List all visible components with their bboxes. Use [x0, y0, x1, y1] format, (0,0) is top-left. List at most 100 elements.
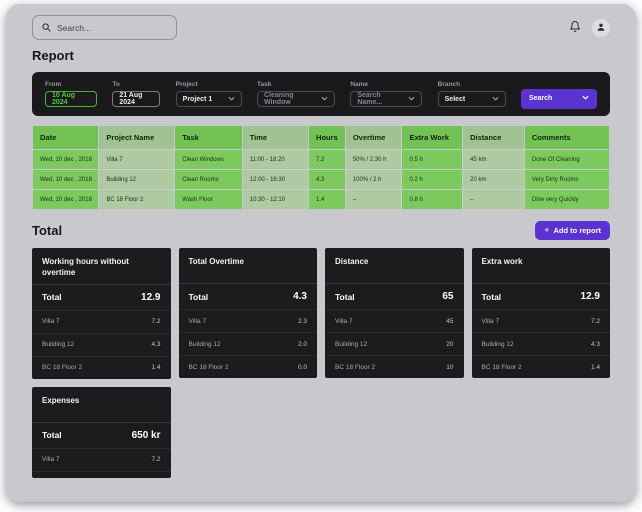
card-total-label: Total: [481, 291, 502, 302]
card-total-row: Total 4.3: [178, 283, 317, 309]
summary-card-total-overtime: Total Overtime Total 4.3 Villa 7 2.3 Building…: [178, 248, 317, 378]
filter-project-label: Project: [175, 81, 198, 88]
to-date-input[interactable]: 21 Aug 2024: [112, 91, 161, 107]
card-total-value: 12.9: [141, 291, 161, 303]
filter-branch: Branch Select: [437, 81, 506, 107]
search-icon: [42, 19, 51, 37]
user-icon: [596, 19, 606, 37]
table-cell: 0.5 h: [402, 150, 463, 169]
add-to-report-button[interactable]: + Add to report: [535, 221, 610, 240]
filter-name-label: Name: [350, 81, 369, 88]
filter-task-label: Task: [256, 81, 272, 88]
report-table: Date Project Name Task Time Hours Overtime Ext…: [32, 125, 610, 210]
project-select-value: Project 1: [182, 95, 213, 103]
card-item-label: BC 18 Floor 2: [42, 364, 83, 372]
search-placeholder: Search...: [57, 22, 92, 33]
card-item-label: Villa 7: [188, 317, 207, 325]
table-cell: Clean Rooms: [175, 170, 242, 189]
card-item-row: Villa 7 45: [325, 309, 464, 332]
summary-card-expenses: Expenses Total 650 kr Villa 7 7.2: [32, 386, 171, 478]
bell-icon: [569, 20, 581, 36]
card-title: Expenses: [42, 395, 80, 405]
card-total-value: 650 kr: [131, 429, 161, 441]
column-header: Hours: [309, 126, 345, 149]
add-to-report-label: Add to report: [553, 226, 602, 235]
table-cell: 4.3: [309, 170, 345, 189]
card-item-label: Villa 7: [42, 318, 60, 326]
card-item-value: 10: [446, 363, 454, 371]
table-cell: Wash Floor: [175, 190, 242, 209]
total-section-header: Total + Add to report: [32, 221, 610, 240]
card-item-value: 20: [446, 340, 454, 348]
card-item-row: BC 18 Floor 2 1.4: [471, 355, 610, 378]
notifications-button[interactable]: [569, 20, 581, 36]
filter-task: Task Cleaning Window: [256, 81, 335, 107]
filter-branch-label: Branch: [437, 81, 461, 88]
search-button[interactable]: Search: [520, 88, 597, 109]
summary-cards-row-1: Working hours without overtime Total 12.9 V…: [32, 248, 610, 379]
name-select-value: Search Name...: [357, 92, 383, 106]
table-cell: Very Dirty Rooms: [524, 170, 609, 189]
table-cell: Wed, 10 dec , 2018: [33, 150, 99, 169]
table-cell: –: [463, 190, 524, 209]
project-select[interactable]: Project 1: [175, 91, 242, 107]
filter-to-label: To: [112, 81, 120, 88]
card-item-value: 7.2: [151, 456, 161, 464]
table-cell: 45 km: [463, 150, 524, 169]
topbar: Search...: [32, 4, 610, 40]
card-item-value: 7.2: [151, 318, 161, 326]
filter-from: From 10 Aug 2024: [45, 81, 97, 107]
filter-from-label: From: [45, 81, 62, 88]
card-item-row: Building 12 4.3: [471, 332, 610, 355]
summary-card-extra-work: Extra work Total 12.9 Villa 7 7.2 Building 12…: [471, 248, 610, 378]
task-select[interactable]: Cleaning Window: [256, 91, 335, 107]
table-cell: BC 18 Floor 2: [99, 190, 175, 209]
card-title: Distance: [335, 257, 369, 266]
card-total-label: Total: [42, 430, 62, 441]
column-header: Project Name: [99, 126, 175, 149]
chevron-down-icon: [492, 96, 499, 103]
card-item-row: Villa 7 2.3: [178, 309, 317, 332]
table-cell: 12:00 - 16:30: [242, 170, 309, 189]
card-item-value: 0.0: [297, 363, 307, 371]
column-header: Distance: [463, 126, 524, 149]
card-item-label: BC 18 Floor 2: [188, 363, 229, 371]
card-total-label: Total: [42, 292, 62, 303]
table-cell: 10:30 - 12:10: [242, 190, 309, 209]
plus-icon: +: [544, 225, 550, 235]
table-cell: 11:00 - 18:20: [242, 150, 309, 169]
chevron-down-icon: [321, 96, 328, 103]
table-row: Wed, 10 dec , 2018 BC 18 Floor 2 Wash Floo…: [33, 190, 609, 209]
task-select-value: Cleaning Window: [263, 92, 294, 106]
summary-card-working-hours-without-overtime: Working hours without overtime Total 12.9 V…: [32, 248, 171, 379]
card-total-value: 65: [442, 291, 454, 302]
card-item-value: 7.2: [590, 317, 600, 325]
card-item-row: BC 18 Floor 2 0.0: [178, 355, 317, 378]
table-cell: 7.2: [309, 150, 345, 169]
table-cell: –: [345, 190, 402, 209]
search-input[interactable]: Search...: [32, 15, 177, 40]
column-header: Extra Work: [402, 126, 463, 149]
from-date-value: 10 Aug 2024: [52, 92, 76, 106]
card-total-value: 4.3: [293, 291, 307, 302]
card-item-row: BC 18 Floor 2 10: [325, 355, 464, 378]
card-item-label: Villa 7: [335, 317, 353, 325]
branch-select[interactable]: Select: [437, 91, 506, 107]
table-header-row: Date Project Name Task Time Hours Overtime Ext…: [33, 126, 609, 149]
to-date-value: 21 Aug 2024: [119, 92, 143, 106]
table-cell: 0.2 h: [402, 170, 463, 189]
card-title: Total Overtime: [188, 257, 244, 266]
card-item-row: BC 18 Floor 2 1.4: [32, 355, 171, 379]
from-date-input[interactable]: 10 Aug 2024: [45, 91, 97, 107]
table-cell: 0.8 h: [402, 190, 463, 209]
branch-select-value: Select: [444, 95, 466, 103]
card-item-label: Villa 7: [42, 456, 60, 464]
name-select[interactable]: Search Name...: [350, 91, 423, 107]
table-cell: Clean Windows: [175, 150, 242, 169]
avatar[interactable]: [592, 18, 610, 37]
table-cell: Dine very Quickly: [524, 190, 609, 209]
table-cell: Done Of Cleaning: [524, 150, 609, 169]
table-cell: 100% / 2 h: [345, 170, 402, 189]
card-item-value: 2.0: [297, 340, 307, 348]
summary-card-distance: Distance Total 65 Villa 7 45 Building 12 20 BC …: [325, 248, 464, 378]
